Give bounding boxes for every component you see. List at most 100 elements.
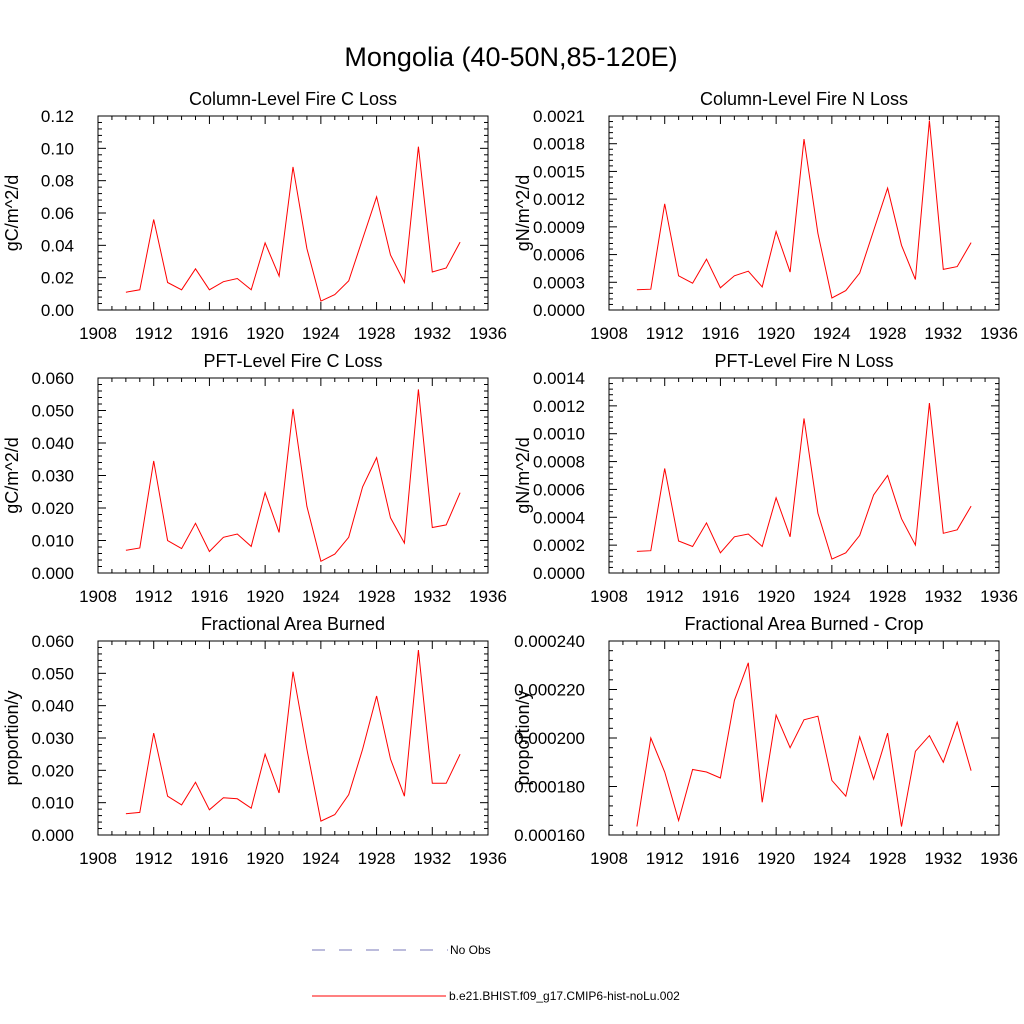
legend: No Obs b.e21.BHIST.f09_g17.CMIP6-hist-no… bbox=[312, 943, 680, 1003]
x-tick-label: 1916 bbox=[191, 849, 229, 868]
x-tick-label: 1916 bbox=[702, 849, 740, 868]
x-tick-label: 1936 bbox=[469, 587, 507, 606]
y-tick-label: 0.020 bbox=[31, 761, 74, 780]
x-tick-label: 1912 bbox=[646, 849, 684, 868]
y-tick-label: 0.0000 bbox=[533, 564, 585, 583]
y-axis-label: gN/m^2/d bbox=[513, 175, 533, 251]
x-tick-label: 1932 bbox=[413, 849, 451, 868]
y-tick-label: 0.040 bbox=[31, 697, 74, 716]
y-axis-label: gC/m^2/d bbox=[2, 437, 22, 513]
x-tick-label: 1932 bbox=[924, 849, 962, 868]
y-tick-label: 0.050 bbox=[31, 664, 74, 683]
y-tick-label: 0.02 bbox=[41, 269, 74, 288]
y-tick-label: 0.000180 bbox=[514, 778, 585, 797]
x-tick-label: 1916 bbox=[702, 587, 740, 606]
x-tick-label: 1916 bbox=[191, 587, 229, 606]
y-tick-label: 0.08 bbox=[41, 172, 74, 191]
x-tick-label: 1924 bbox=[813, 324, 851, 343]
x-tick-label: 1916 bbox=[702, 324, 740, 343]
x-tick-label: 1920 bbox=[757, 587, 795, 606]
x-tick-label: 1924 bbox=[302, 324, 340, 343]
x-tick-label: 1908 bbox=[79, 849, 117, 868]
x-tick-label: 1908 bbox=[590, 587, 628, 606]
y-tick-label: 0.06 bbox=[41, 204, 74, 223]
x-tick-label: 1920 bbox=[757, 849, 795, 868]
panel-title: Column-Level Fire N Loss bbox=[700, 89, 908, 109]
x-tick-label: 1920 bbox=[757, 324, 795, 343]
plot-frame bbox=[97, 640, 489, 836]
x-tick-label: 1924 bbox=[302, 587, 340, 606]
x-tick-label: 1932 bbox=[924, 587, 962, 606]
x-tick-label: 1924 bbox=[813, 587, 851, 606]
series-line bbox=[125, 650, 461, 822]
y-tick-label: 0.000240 bbox=[514, 632, 585, 651]
x-tick-label: 1920 bbox=[246, 587, 284, 606]
chart-panel: 1908 1912 1916 1920 1924 1928 1932 1936 0.000 0.0… bbox=[2, 614, 507, 868]
x-tick-label: 1928 bbox=[358, 849, 396, 868]
x-tick-label: 1908 bbox=[590, 324, 628, 343]
plot-frame bbox=[608, 640, 1000, 836]
chart-panel: 1908 1912 1916 1920 1924 1928 1932 1936 0.0000 0.… bbox=[513, 89, 1018, 343]
chart-panel: 1908 1912 1916 1920 1924 1928 1932 1936 0.0000 0.… bbox=[513, 351, 1018, 606]
x-tick-label: 1936 bbox=[980, 324, 1018, 343]
x-tick-label: 1916 bbox=[191, 324, 229, 343]
y-tick-label: 0.0018 bbox=[533, 135, 585, 154]
y-tick-label: 0.0009 bbox=[533, 218, 585, 237]
y-tick-label: 0.0012 bbox=[533, 397, 585, 416]
x-tick-label: 1936 bbox=[469, 849, 507, 868]
y-tick-label: 0.0000 bbox=[533, 301, 585, 320]
chart-panel: 1908 1912 1916 1920 1924 1928 1932 1936 0.00 0.02… bbox=[2, 89, 507, 343]
y-tick-label: 0.0003 bbox=[533, 273, 585, 292]
y-tick-label: 0.050 bbox=[31, 402, 74, 421]
x-tick-label: 1928 bbox=[869, 587, 907, 606]
y-axis-label: gC/m^2/d bbox=[2, 175, 22, 251]
y-tick-label: 0.040 bbox=[31, 434, 74, 453]
series-line bbox=[125, 389, 461, 563]
x-tick-label: 1908 bbox=[79, 324, 117, 343]
x-tick-label: 1928 bbox=[869, 324, 907, 343]
series-line bbox=[636, 662, 972, 827]
y-tick-label: 0.020 bbox=[31, 499, 74, 518]
y-tick-label: 0.000220 bbox=[514, 681, 585, 700]
x-tick-label: 1932 bbox=[413, 587, 451, 606]
series-line bbox=[636, 403, 972, 560]
x-tick-label: 1912 bbox=[135, 849, 173, 868]
y-tick-label: 0.0021 bbox=[533, 107, 585, 126]
y-tick-label: 0.0008 bbox=[533, 453, 585, 472]
y-tick-label: 0.10 bbox=[41, 139, 74, 158]
chart-panel: 1908 1912 1916 1920 1924 1928 1932 1936 0.000160… bbox=[513, 614, 1018, 868]
panels: 1908 1912 1916 1920 1924 1928 1932 1936 0.00 0.02… bbox=[2, 89, 1018, 868]
x-tick-label: 1928 bbox=[358, 324, 396, 343]
x-tick-label: 1932 bbox=[413, 324, 451, 343]
chart-panel: 1908 1912 1916 1920 1924 1928 1932 1936 0.000 0.0… bbox=[2, 351, 507, 606]
x-tick-label: 1936 bbox=[469, 324, 507, 343]
y-tick-label: 0.0015 bbox=[533, 162, 585, 181]
y-axis-label: proportion/y bbox=[2, 690, 22, 785]
x-tick-label: 1932 bbox=[924, 324, 962, 343]
y-tick-label: 0.0010 bbox=[533, 425, 585, 444]
x-tick-label: 1928 bbox=[358, 587, 396, 606]
x-tick-label: 1908 bbox=[590, 849, 628, 868]
x-tick-label: 1908 bbox=[79, 587, 117, 606]
series-line bbox=[125, 146, 461, 302]
y-tick-label: 0.12 bbox=[41, 107, 74, 126]
y-tick-label: 0.04 bbox=[41, 236, 74, 255]
y-axis-label: proportion/y bbox=[513, 690, 533, 785]
plot-frame bbox=[608, 377, 1000, 574]
x-tick-label: 1924 bbox=[813, 849, 851, 868]
x-tick-label: 1936 bbox=[980, 849, 1018, 868]
y-tick-label: 0.060 bbox=[31, 369, 74, 388]
y-tick-label: 0.0006 bbox=[533, 480, 585, 499]
plot-frame bbox=[97, 115, 489, 311]
panel-title: Column-Level Fire C Loss bbox=[189, 89, 397, 109]
y-tick-label: 0.000200 bbox=[514, 729, 585, 748]
legend-obs-label: No Obs bbox=[450, 943, 491, 957]
x-tick-label: 1912 bbox=[646, 324, 684, 343]
x-tick-label: 1928 bbox=[869, 849, 907, 868]
panel-title: Fractional Area Burned - Crop bbox=[684, 614, 923, 634]
y-tick-label: 0.010 bbox=[31, 532, 74, 551]
y-tick-label: 0.060 bbox=[31, 632, 74, 651]
x-tick-label: 1912 bbox=[646, 587, 684, 606]
y-tick-label: 0.000 bbox=[31, 564, 74, 583]
x-tick-label: 1920 bbox=[246, 849, 284, 868]
